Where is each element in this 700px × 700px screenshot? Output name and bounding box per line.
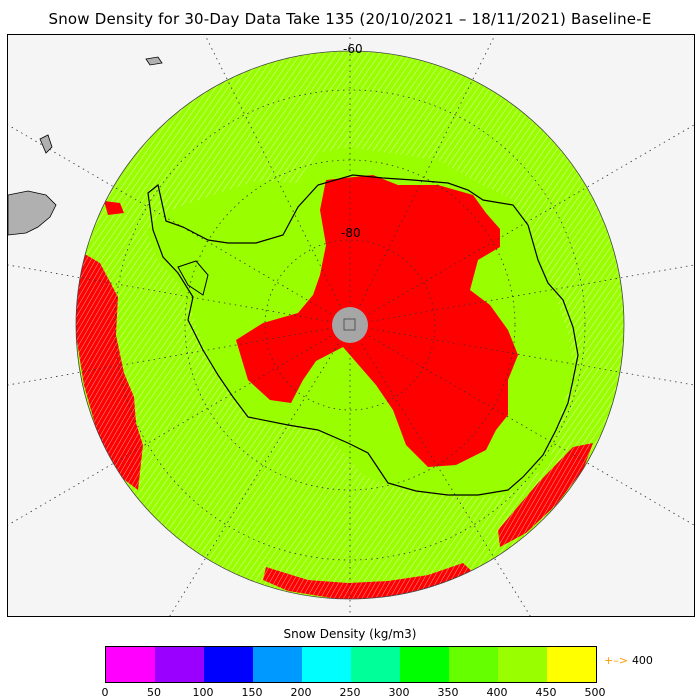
high-density-band-southeast — [498, 443, 593, 547]
polar-stereographic-map: -60 -80 — [8, 35, 694, 616]
south-america-land — [8, 190, 57, 236]
colorbar-segment — [547, 647, 596, 682]
colorbar-tick-label: 400 — [486, 686, 508, 699]
high-density-patch-northwest — [104, 201, 124, 215]
colorbar-segment — [449, 647, 498, 682]
colorbar-tick-label: 450 — [535, 686, 557, 699]
graticule — [8, 35, 694, 616]
map-title: Snow Density for 30-Day Data Take 135 (2… — [48, 10, 652, 28]
colorbar-tick-label: 0 — [101, 686, 109, 699]
overflow-arrow-icon: +–> — [604, 654, 628, 667]
antarctic-coastline — [147, 174, 579, 496]
lat-label-60: -60 — [343, 42, 363, 56]
colorbar-segment — [498, 647, 547, 682]
colorbar-tick-label: 350 — [437, 686, 459, 699]
island-land — [39, 134, 53, 154]
colorbar-tick-label: 150 — [241, 686, 263, 699]
colorbar-tick-label: 100 — [192, 686, 214, 699]
colorbar-segment — [253, 647, 302, 682]
colorbar-segment — [204, 647, 253, 682]
colorbar-segment — [302, 647, 351, 682]
island-land-small — [145, 56, 163, 66]
colorbar-tick-label: 250 — [339, 686, 361, 699]
colorbar-tick-label: 50 — [147, 686, 161, 699]
colorbar-segment — [351, 647, 400, 682]
colorbar-segment — [106, 647, 155, 682]
ice-shelf-outline — [177, 260, 209, 296]
colorbar-tick-label: 500 — [584, 686, 606, 699]
colorbar-segment — [400, 647, 449, 682]
colorbar-title: Snow Density (kg/m3) — [283, 627, 417, 641]
overflow-label: 400 — [631, 654, 653, 667]
high-density-interior — [236, 175, 518, 467]
pole-marker-icon — [343, 318, 356, 331]
colorbar-tick-label: 300 — [388, 686, 410, 699]
high-density-band-west — [76, 250, 143, 490]
colorbar — [105, 646, 597, 683]
disc-outline — [75, 50, 625, 600]
pole-hole — [332, 307, 368, 343]
colorbar-overflow-legend: +–> 400 — [604, 654, 653, 667]
colorbar-tick-label: 200 — [290, 686, 312, 699]
lat-label-80: -80 — [341, 226, 361, 240]
polar-map-frame: -60 -80 — [7, 34, 695, 617]
colorbar-segment — [155, 647, 204, 682]
